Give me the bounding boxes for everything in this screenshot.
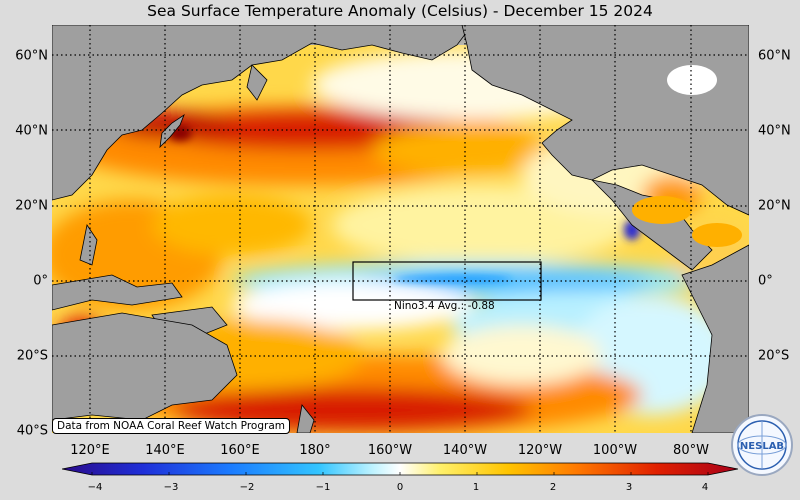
colorbar-tick-label: −2 bbox=[239, 482, 255, 493]
map-title: Sea Surface Temperature Anomaly (Celsius… bbox=[147, 2, 653, 20]
nino34-label: Nino3.4 Avg.: bbox=[394, 300, 465, 312]
lat-label-left: 60°N bbox=[15, 48, 48, 64]
lat-label-right: 0° bbox=[758, 273, 773, 289]
colorbar-tick-label: 2 bbox=[549, 482, 557, 493]
logo-text: NESLAB bbox=[740, 441, 784, 452]
nino34-box bbox=[352, 261, 542, 301]
lat-label-left: 40°N bbox=[15, 123, 48, 139]
lon-label: 120°E bbox=[70, 443, 110, 458]
colorbar-tick-label: 0 bbox=[396, 482, 404, 493]
map-svg bbox=[52, 25, 749, 433]
lon-label: 100°W bbox=[592, 443, 638, 458]
neslab-logo: NESLAB bbox=[731, 414, 793, 476]
lat-label-right: 20°N bbox=[758, 198, 791, 214]
lat-label-left: 20°N bbox=[15, 198, 48, 214]
colorbar bbox=[62, 462, 738, 476]
lon-label: 80°W bbox=[673, 443, 709, 458]
lon-label: 120°W bbox=[517, 443, 563, 458]
lat-label-left: 40°S bbox=[16, 423, 48, 439]
graticule bbox=[52, 25, 749, 433]
colorbar-tick-label: −3 bbox=[163, 482, 179, 493]
colorbar-tick-label: 4 bbox=[701, 482, 709, 493]
lat-label-left: 0° bbox=[33, 273, 48, 289]
lon-label: 160°E bbox=[220, 443, 260, 458]
nino34-value: -0.88 bbox=[467, 300, 495, 312]
colorbar-tick-label: 3 bbox=[625, 482, 633, 493]
gulf-waters bbox=[632, 65, 742, 247]
lon-label: 180° bbox=[299, 443, 331, 458]
lat-label-right: 40°N bbox=[758, 123, 791, 139]
land bbox=[52, 25, 749, 433]
lon-label: 160°W bbox=[367, 443, 413, 458]
lat-label-left: 20°S bbox=[16, 348, 48, 364]
sst-anomaly-map bbox=[52, 25, 749, 433]
colorbar-tick-label: −4 bbox=[87, 482, 103, 493]
lat-label-right: 60°N bbox=[758, 48, 791, 64]
colorbar-tick-label: −1 bbox=[315, 482, 331, 493]
colorbar-tick-label: 1 bbox=[472, 482, 480, 493]
data-credit: Data from NOAA Coral Reef Watch Program bbox=[52, 418, 290, 434]
lon-label: 140°E bbox=[145, 443, 185, 458]
lat-label-right: 20°S bbox=[758, 348, 790, 364]
lon-label: 140°W bbox=[442, 443, 488, 458]
nino34-average: Nino3.4 Avg.: -0.88 bbox=[394, 300, 495, 312]
colorbar-ticks bbox=[91, 472, 709, 475]
